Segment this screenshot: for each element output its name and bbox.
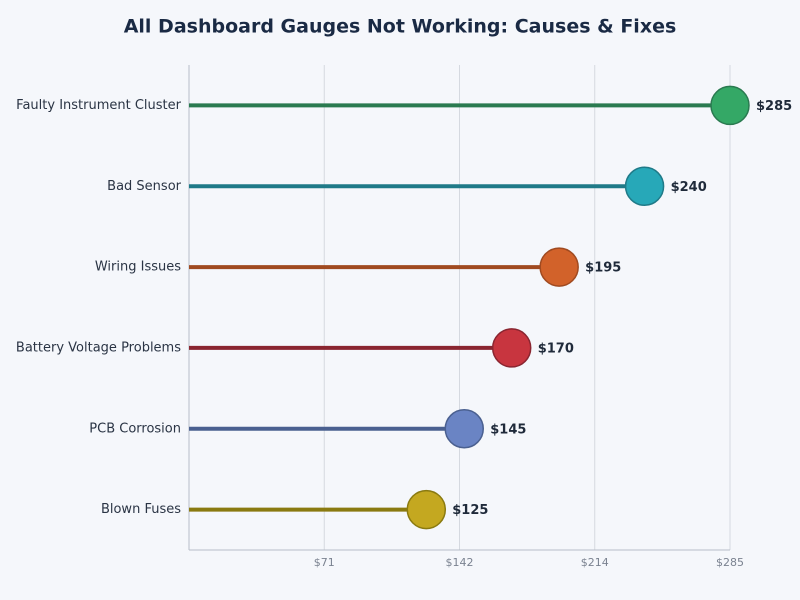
dot [406,489,447,530]
dot [491,328,532,368]
dot [444,409,484,449]
y-tick-label: PCB Corrosion [89,421,181,436]
value-label: $145 [490,422,526,437]
y-tick-label: Battery Voltage Problems [16,340,181,355]
x-tick-label: $142 [446,556,474,569]
y-tick-label: Blown Fuses [101,502,181,517]
value-label: $285 [756,99,792,114]
chart-title: All Dashboard Gauges Not Working: Causes… [124,16,677,38]
y-tick-label: Faulty Instrument Cluster [16,98,181,113]
x-tick-label: $214 [581,556,609,569]
value-label: $195 [585,261,621,276]
x-tick-label: $285 [716,556,744,569]
y-tick-label: Wiring Issues [95,260,181,275]
value-label: $240 [671,180,707,195]
value-label: $125 [452,503,488,518]
x-tick-label: $71 [314,556,335,569]
value-label: $170 [538,341,574,356]
dot [539,247,579,287]
dot [710,85,750,126]
y-tick-label: Bad Sensor [107,179,181,194]
dot [624,166,665,206]
